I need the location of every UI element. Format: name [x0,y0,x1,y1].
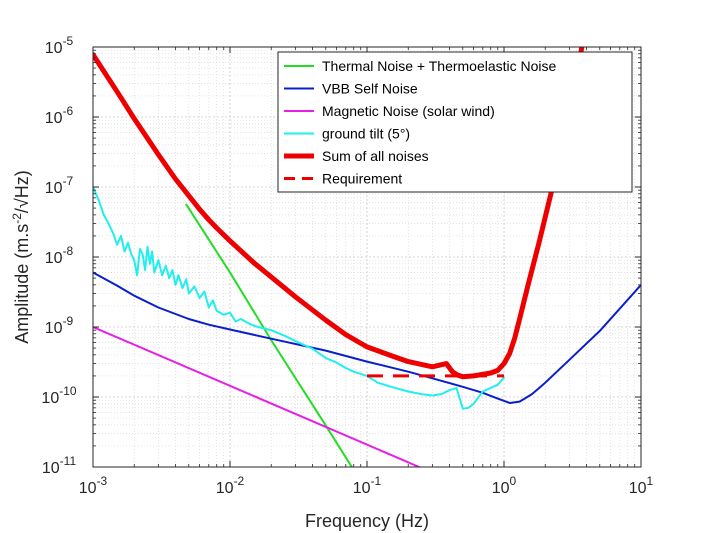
series-line-thermal-noise-thermoelastic-noise [185,203,354,467]
x-tick-label: 10-1 [353,474,382,497]
legend-label-magnetic-noise-solar-wind: Magnetic Noise (solar wind) [322,103,495,119]
y-tick-label: 10-10 [41,384,76,407]
series-line-magnetic-noise-solar-wind [93,326,421,467]
y-tick-label: 10-8 [45,244,74,267]
axis-ticks [92,46,642,468]
legend-box [277,51,633,193]
y-axis-label-main: Amplitude (m.s [12,224,32,344]
legend-label-vbb-self-noise: VBB Self Noise [322,81,418,97]
x-tick-label: 10-3 [79,474,108,497]
y-tick-label: 10-9 [45,314,74,337]
y-tick-label: 10-6 [45,104,74,127]
y-axis-label-superscript: -2 [10,213,24,224]
x-tick-labels: 10-3 10-2 10-1 100 101 [79,474,654,497]
series-layer [93,47,641,467]
y-tick-labels: 10-11 10-10 10-9 10-8 10-7 10-6 10-5 [41,34,76,477]
legend-label-thermal-noise-thermoelastic-noise: Thermal Noise + Thermoelastic Noise [322,58,557,74]
legend: Thermal Noise + Thermoelastic Noise VBB S… [277,51,633,193]
x-tick-label: 101 [629,474,654,497]
series-line-sum-of-all-noises [93,47,585,380]
series-line-ground-tilt-5 [93,186,505,410]
x-tick-label: 100 [492,474,517,497]
legend-label-sum-of-all-noises: Sum of all noises [322,148,429,164]
y-axis-label: Amplitude (m.s-2/√Hz) [10,170,32,344]
y-tick-label: 10-5 [45,34,74,57]
x-tick-label: 10-2 [216,474,245,497]
legend-label-ground-tilt-5: ground tilt (5°) [322,126,410,142]
y-tick-label: 10-7 [45,174,74,197]
legend-label-requirement: Requirement [322,171,402,187]
y-tick-label: 10-11 [42,454,77,477]
y-axis-label-suffix: /√Hz) [12,170,32,213]
x-axis-label: Frequency (Hz) [305,511,429,531]
